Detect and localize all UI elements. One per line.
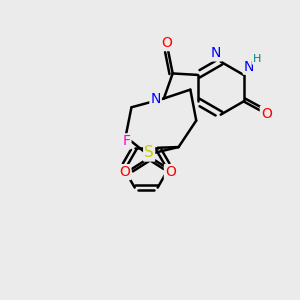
Text: O: O [120, 165, 130, 179]
Text: O: O [261, 107, 272, 121]
Text: O: O [165, 165, 176, 179]
Text: N: N [211, 46, 221, 60]
Text: F: F [122, 134, 130, 148]
Text: H: H [253, 54, 261, 64]
Text: S: S [144, 146, 154, 160]
Text: N: N [150, 92, 161, 106]
Text: O: O [161, 36, 172, 50]
Text: N: N [244, 60, 254, 74]
